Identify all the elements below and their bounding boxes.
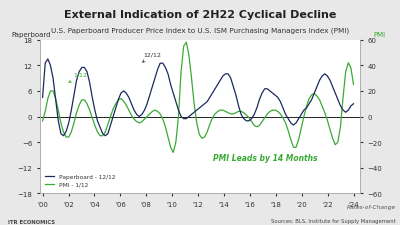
Text: 12/12: 12/12 [142,53,162,63]
Text: U.S. Paperboard Producer Price Index to U.S. ISM Purchasing Managers Index (PMI): U.S. Paperboard Producer Price Index to … [51,27,349,34]
Text: PMI Leads by 14 Months: PMI Leads by 14 Months [213,153,317,162]
Text: Paperboard: Paperboard [11,32,51,37]
Title: External Indication of 2H22 Cyclical Decline: External Indication of 2H22 Cyclical Dec… [64,10,336,20]
Text: ITR ECONOMICS: ITR ECONOMICS [8,219,55,224]
Legend: Paperboard - 12/12, PMI - 1/12: Paperboard - 12/12, PMI - 1/12 [43,171,118,189]
Text: PMI: PMI [374,32,386,37]
Text: Sources: BLS, Institute for Supply Management: Sources: BLS, Institute for Supply Manag… [271,218,396,223]
Text: Rates-of-Change: Rates-of-Change [347,204,396,209]
Text: 1/12: 1/12 [69,73,88,83]
